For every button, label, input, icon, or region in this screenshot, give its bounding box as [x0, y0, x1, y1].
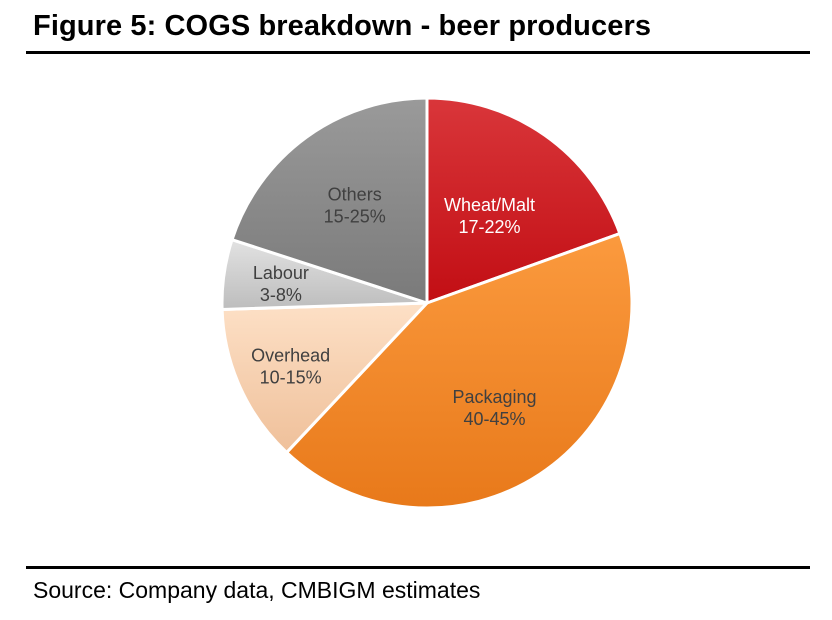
- title-rule: [26, 51, 810, 54]
- slice-label-overhead: Overhead 10-15%: [251, 346, 330, 388]
- pie-slice-packaging: [285, 232, 634, 510]
- source-note: Source: Company data, CMBIGM estimates: [33, 577, 481, 603]
- pie-slice-overhead: [220, 301, 429, 454]
- slice-label-wheat-malt: Wheat/Malt 17-22%: [444, 195, 535, 237]
- slice-label-labour: Labour 3-8%: [253, 263, 309, 305]
- figure-title: Figure 5: COGS breakdown - beer producer…: [33, 10, 652, 42]
- pie-slice-others: [230, 96, 429, 305]
- source-rule: [26, 566, 810, 569]
- slice-label-packaging: Packaging 40-45%: [452, 387, 536, 429]
- slice-label-others: Others 15-25%: [324, 185, 386, 227]
- pie-slice-wheat-malt: [425, 96, 622, 305]
